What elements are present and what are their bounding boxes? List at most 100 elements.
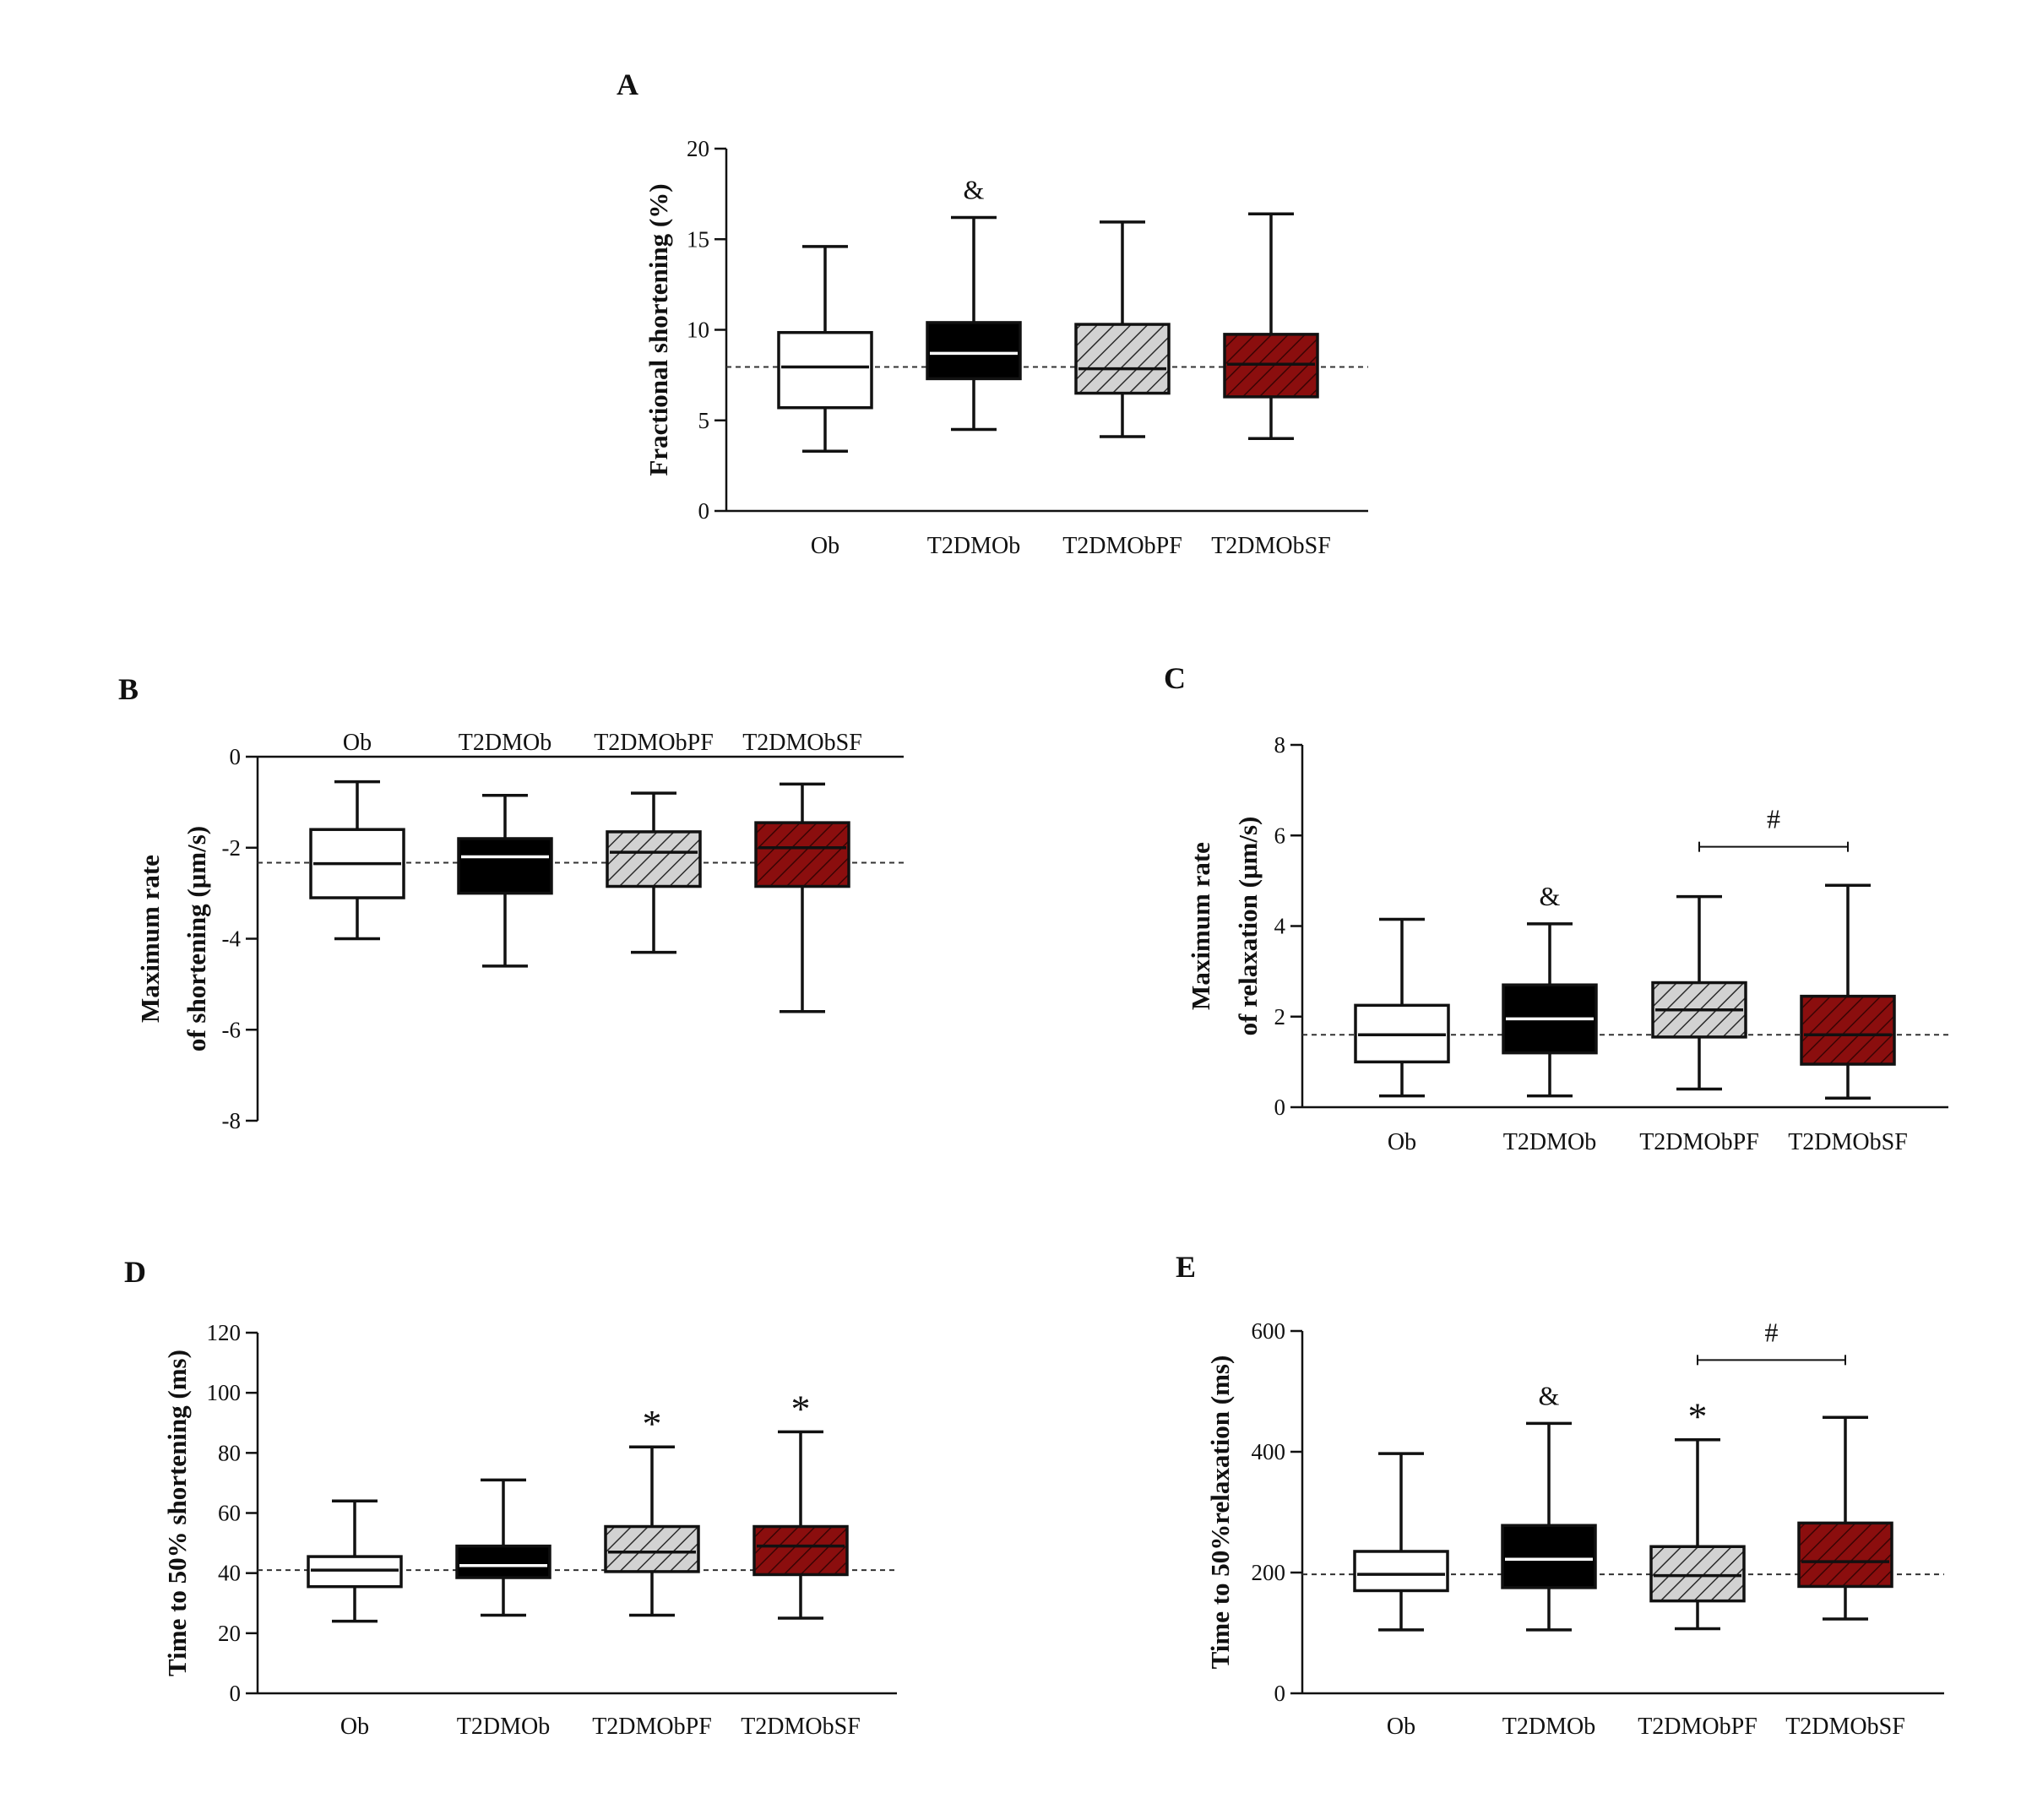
y-tick-label: 100 — [207, 1380, 242, 1405]
y-tick-label: -4 — [222, 926, 242, 952]
y-tick-label: 400 — [1252, 1439, 1286, 1464]
significance-mark: & — [964, 175, 985, 205]
category-label: Ob — [1387, 1714, 1415, 1740]
significance-mark: & — [1539, 1380, 1560, 1410]
box-T2DMOb — [1502, 922, 1598, 1098]
category-label: T2DMObPF — [592, 1714, 712, 1740]
significance-star: * — [643, 1402, 662, 1445]
category-label: Ob — [340, 1714, 369, 1740]
y-tick-label: 60 — [218, 1501, 241, 1526]
box-T2DMObPF — [1074, 220, 1171, 438]
box-iqr — [606, 830, 702, 888]
panel-letter: E — [1176, 1250, 1196, 1284]
y-tick-label: 20 — [218, 1621, 241, 1646]
category-label: T2DMObSF — [1785, 1714, 1905, 1740]
box-iqr — [604, 1524, 700, 1573]
box-T2DMObPF — [606, 791, 702, 954]
category-label: T2DMOb — [459, 730, 551, 756]
box-iqr — [754, 821, 850, 888]
box-iqr — [752, 1524, 849, 1577]
category-label: T2DMObPF — [594, 730, 714, 756]
box-Ob — [309, 780, 405, 941]
y-tick-label: 40 — [218, 1561, 241, 1586]
panel-d: D 0 20 40 60 80 100 120 Ob T2DMOb T2DMObPF T2DMObSF… — [124, 1255, 897, 1740]
category-label: Ob — [811, 533, 839, 559]
box-T2DMObSF — [752, 1430, 849, 1620]
box-iqr — [777, 330, 873, 410]
box-T2DMOb — [926, 215, 1022, 432]
box-T2DMOb — [455, 1478, 551, 1617]
y-tick-label: 0 — [230, 744, 242, 769]
y-tick-label: 0 — [1274, 1681, 1286, 1706]
y-tick-label: 80 — [218, 1440, 241, 1465]
box-iqr — [1074, 323, 1171, 395]
y-tick-label: 2 — [1274, 1004, 1286, 1030]
y-tick-label: 6 — [1274, 823, 1286, 848]
category-label: T2DMOb — [927, 533, 1020, 559]
box-Ob — [307, 1499, 403, 1623]
box-T2DMObSF — [1223, 212, 1319, 440]
y-tick-label: 4 — [1274, 914, 1286, 939]
y-tick-label: -2 — [222, 835, 242, 861]
box-T2DMOb — [457, 794, 553, 968]
box-iqr — [455, 1544, 551, 1579]
box-T2DMObPF — [1651, 894, 1747, 1091]
box-iqr — [1353, 1550, 1449, 1593]
box-iqr — [1800, 994, 1896, 1066]
box-T2DMObSF — [754, 782, 850, 1013]
category-label: Ob — [343, 730, 372, 756]
box-Ob — [1354, 917, 1450, 1098]
category-label: T2DMOb — [1502, 1714, 1595, 1740]
category-label: Ob — [1388, 1129, 1416, 1155]
y-tick-label: 0 — [1274, 1095, 1286, 1120]
y-axis-label: Time to 50% shortening (ms) — [162, 1350, 192, 1676]
box-T2DMOb — [1501, 1421, 1597, 1632]
y-tick-label: -6 — [222, 1017, 242, 1042]
significance-bracket: # — [1698, 804, 1849, 852]
box-iqr — [1797, 1521, 1893, 1589]
box-T2DMObPF — [604, 1445, 700, 1617]
box-T2DMObSF — [1800, 883, 1896, 1100]
panel-a: A 0 5 10 15 20 Ob T2DMOb T2DMObPF T2DMObSF Fractio… — [617, 68, 1368, 559]
panel-b: B -8 -6 -4 -2 0 Ob T2DMOb T2DMObPF T2DMObSF Maximu… — [118, 672, 904, 1133]
y-tick-label: 200 — [1252, 1560, 1286, 1585]
y-tick-label: 15 — [687, 226, 709, 252]
panel-letter: A — [617, 68, 638, 101]
significance-bracket: # — [1697, 1317, 1846, 1366]
category-label: T2DMOb — [457, 1714, 550, 1740]
y-axis-label: of shortening (μm/s) — [182, 826, 211, 1051]
category-label: T2DMObPF — [1638, 1714, 1758, 1740]
panel-letter: D — [124, 1255, 146, 1289]
y-tick-label: 120 — [207, 1320, 242, 1345]
panel-letter: B — [118, 672, 139, 706]
y-axis-label: Fractional shortening (%) — [644, 183, 673, 475]
y-axis-label: Maximum rate — [135, 855, 165, 1023]
panel-letter: C — [1164, 661, 1186, 695]
category-label: T2DMObSF — [741, 1714, 861, 1740]
box-iqr — [457, 837, 553, 895]
bracket-label: # — [1767, 804, 1780, 834]
y-tick-label: -8 — [222, 1108, 242, 1133]
significance-mark: & — [1540, 881, 1561, 911]
y-tick-label: 20 — [687, 136, 709, 161]
y-tick-label: 600 — [1252, 1318, 1286, 1344]
box-iqr — [926, 321, 1022, 381]
bracket-label: # — [1765, 1317, 1779, 1347]
y-axis-label: Maximum rate — [1186, 842, 1215, 1010]
y-axis-label: Time to 50%relaxation (ms) — [1205, 1355, 1235, 1670]
box-iqr — [1649, 1545, 1746, 1603]
y-tick-label: 10 — [687, 318, 709, 343]
panel-e: E 0 200 400 600 Ob T2DMOb T2DMObPF T2DMObSF Time … — [1176, 1250, 1944, 1740]
category-label: T2DMObPF — [1062, 533, 1182, 559]
category-label: T2DMObSF — [1788, 1129, 1908, 1155]
y-axis-label: of relaxation (μm/s) — [1233, 817, 1263, 1036]
y-tick-label: 8 — [1274, 732, 1286, 758]
significance-star: * — [1688, 1395, 1708, 1438]
box-iqr — [307, 1555, 403, 1589]
box-Ob — [777, 245, 873, 453]
category-label: T2DMObSF — [742, 730, 862, 756]
box-T2DMObSF — [1797, 1415, 1893, 1621]
significance-star: * — [791, 1387, 811, 1430]
box-iqr — [1501, 1524, 1597, 1589]
